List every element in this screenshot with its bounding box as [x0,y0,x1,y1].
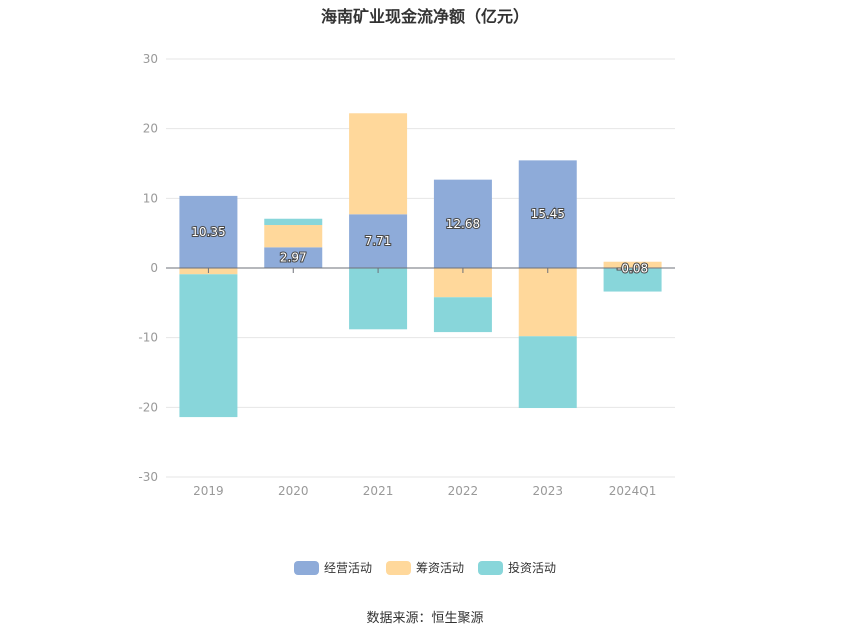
bar-operating [264,247,323,268]
data-label: 7.71 [365,234,392,248]
x-tick-label: 2023 [532,484,563,498]
y-tick-label: -30 [138,470,158,484]
label-layer: 10.35 2.97 7.71 12.68 15.45 -0.08 [190,206,649,276]
legend-item-investing[interactable]: 投资活动 [478,559,556,576]
bar-financing [264,225,323,248]
y-tick-label: 10 [143,191,158,205]
y-tick-label: 20 [143,122,158,136]
legend-label-financing: 筹资活动 [415,561,464,575]
x-tick-label: 2024Q1 [609,484,657,498]
legend-item-operating[interactable]: 经营活动 [293,559,372,576]
data-label: 10.35 [191,225,225,239]
y-tick-label: -10 [138,331,158,345]
legend-label-operating: 经营活动 [323,561,372,575]
y-tick-label: 0 [150,261,158,275]
x-tick-label: 2022 [448,484,479,498]
data-label: 12.68 [446,217,480,231]
bar-layer [179,113,662,418]
bar-investing [433,297,492,333]
legend-swatch-operating [293,560,319,575]
bar-operating [349,214,408,268]
bar-operating [518,160,577,268]
data-source-note: 数据来源：恒生聚源 [366,611,484,626]
bar-financing [518,268,577,337]
y-tick-label: -20 [138,400,158,414]
bar-investing [603,268,662,292]
chart-title: 海南矿业现金流净额（亿元） [320,7,529,26]
y-tick-label: 30 [143,52,158,66]
bar-financing [603,261,662,268]
legend-label-investing: 投资活动 [508,561,557,575]
bar-investing [518,336,577,409]
x-tick-label: 2019 [193,484,224,498]
x-tick-label: 2021 [363,484,394,498]
bar-operating [433,179,492,268]
data-label: -0.08 [617,261,648,275]
bar-investing [264,218,323,226]
bar-operating [179,195,238,268]
legend-swatch-financing [385,560,411,575]
bar-investing [179,274,238,418]
legend: 经营活动 筹资活动 投资活动 [0,559,850,576]
data-label: 15.45 [531,207,565,221]
legend-item-financing[interactable]: 筹资活动 [385,559,464,576]
legend-swatch-investing [478,560,503,575]
bar-financing [349,113,408,215]
axis-layer: 2019 2020 2021 2022 2023 2024Q1 [166,267,675,498]
grid-layer: 30 20 10 0 -10 -20 -30 [138,52,675,484]
bar-investing [349,268,408,330]
data-label: 2.97 [280,251,307,265]
x-tick-label: 2020 [278,484,309,498]
